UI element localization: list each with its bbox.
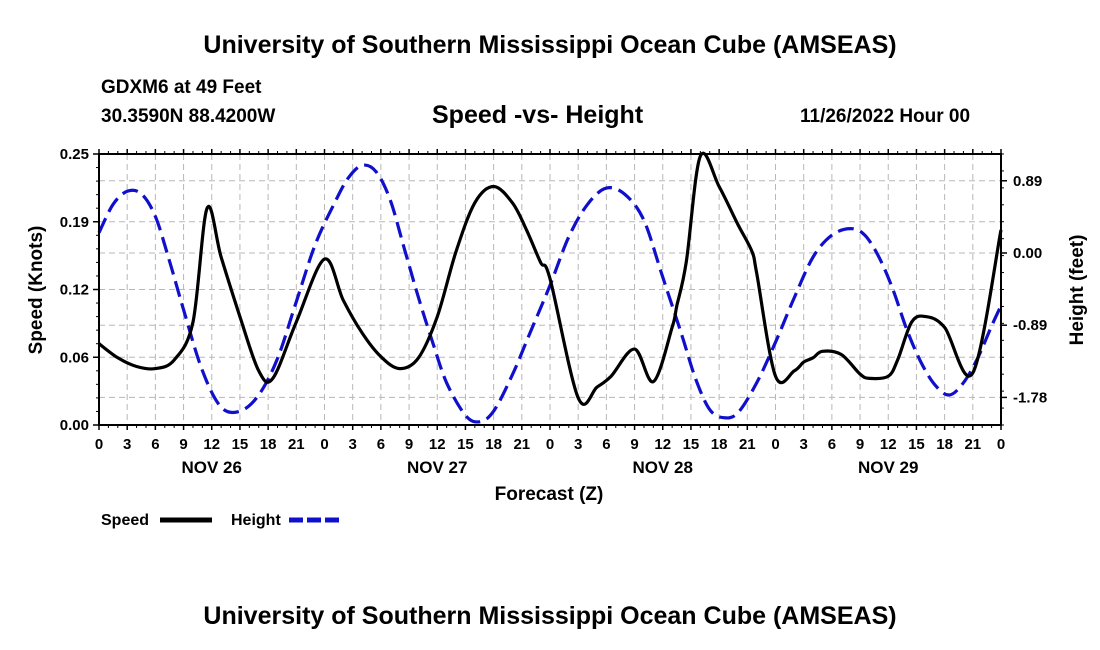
day-label: NOV 27 xyxy=(407,458,467,477)
x-tick-label: 18 xyxy=(260,436,277,453)
x-tick-label: 12 xyxy=(880,436,897,453)
y2-axis-title: Height (feet) xyxy=(1067,235,1088,346)
plot-title: Speed -vs- Height xyxy=(432,101,644,129)
x-tick-label: 18 xyxy=(936,436,953,453)
x-tick-label: 0 xyxy=(997,436,1005,453)
y-axis-title: Speed (Knots) xyxy=(26,226,47,355)
x-tick-label: 6 xyxy=(151,436,159,453)
y2-tick-label: 0.89 xyxy=(1013,173,1042,190)
x-tick-label: 15 xyxy=(683,436,700,453)
x-tick-label: 21 xyxy=(288,436,305,453)
station-label: GDXM6 at 49 Feet xyxy=(101,77,262,98)
x-tick-label: 18 xyxy=(485,436,502,453)
y-tick-label: 0.06 xyxy=(60,349,89,366)
x-tick-label: 0 xyxy=(546,436,554,453)
axes: 0 3 6 9 12 15 18 21 0 3 6 9 12 15 18 21 0 3 6 9 12 15 18 21 0 3 6 9… xyxy=(60,146,1047,477)
x-tick-label: 9 xyxy=(630,436,638,453)
x-tick-label: 0 xyxy=(95,436,103,453)
day-label: NOV 28 xyxy=(633,458,693,477)
x-tick-label: 6 xyxy=(377,436,385,453)
legend-height-label: Height xyxy=(231,512,281,529)
bottom-title: University of Southern Mississippi Ocean… xyxy=(203,602,897,630)
x-tick-label: 15 xyxy=(232,436,249,453)
x-tick-label: 3 xyxy=(800,436,808,453)
x-tick-label: 9 xyxy=(179,436,187,453)
y2-tick-label: -0.89 xyxy=(1013,317,1047,334)
series-layer xyxy=(97,151,1003,424)
grid-lines xyxy=(99,154,1001,425)
x-tick-label: 6 xyxy=(828,436,836,453)
chart-main-title: University of Southern Mississippi Ocean… xyxy=(203,31,897,59)
speed-series-line xyxy=(98,151,1003,406)
x-tick-label: 3 xyxy=(123,436,131,453)
y-tick-label: 0.19 xyxy=(60,214,89,231)
y2-tick-label: 0.00 xyxy=(1013,245,1042,262)
x-tick-label: 9 xyxy=(405,436,413,453)
x-tick-label: 12 xyxy=(654,436,671,453)
x-tick-label: 18 xyxy=(711,436,728,453)
location-label: 30.3590N 88.4200W xyxy=(101,106,276,127)
x-tick-label: 12 xyxy=(429,436,446,453)
x-tick-label: 6 xyxy=(602,436,610,453)
x-tick-label: 21 xyxy=(964,436,981,453)
y-tick-label: 0.25 xyxy=(60,146,89,163)
legend-speed-label: Speed xyxy=(101,512,149,529)
x-tick-label: 12 xyxy=(203,436,220,453)
y2-tick-label: -1.78 xyxy=(1013,389,1047,406)
day-label: NOV 26 xyxy=(182,458,242,477)
x-tick-label: 21 xyxy=(513,436,530,453)
x-axis-title: Forecast (Z) xyxy=(495,484,604,505)
y-tick-label: 0.12 xyxy=(60,282,89,299)
x-tick-label: 15 xyxy=(457,436,474,453)
height-series-line xyxy=(97,163,1003,424)
x-tick-label: 0 xyxy=(771,436,779,453)
date-label: 11/26/2022 Hour 00 xyxy=(800,106,971,127)
x-tick-label: 15 xyxy=(908,436,925,453)
x-tick-label: 21 xyxy=(739,436,756,453)
x-tick-label: 3 xyxy=(349,436,357,453)
legend: Speed Height xyxy=(101,512,342,529)
x-tick-label: 0 xyxy=(320,436,328,453)
day-label: NOV 29 xyxy=(858,458,918,477)
x-tick-label: 3 xyxy=(574,436,582,453)
x-tick-label: 9 xyxy=(856,436,864,453)
y-tick-label: 0.00 xyxy=(60,417,89,434)
